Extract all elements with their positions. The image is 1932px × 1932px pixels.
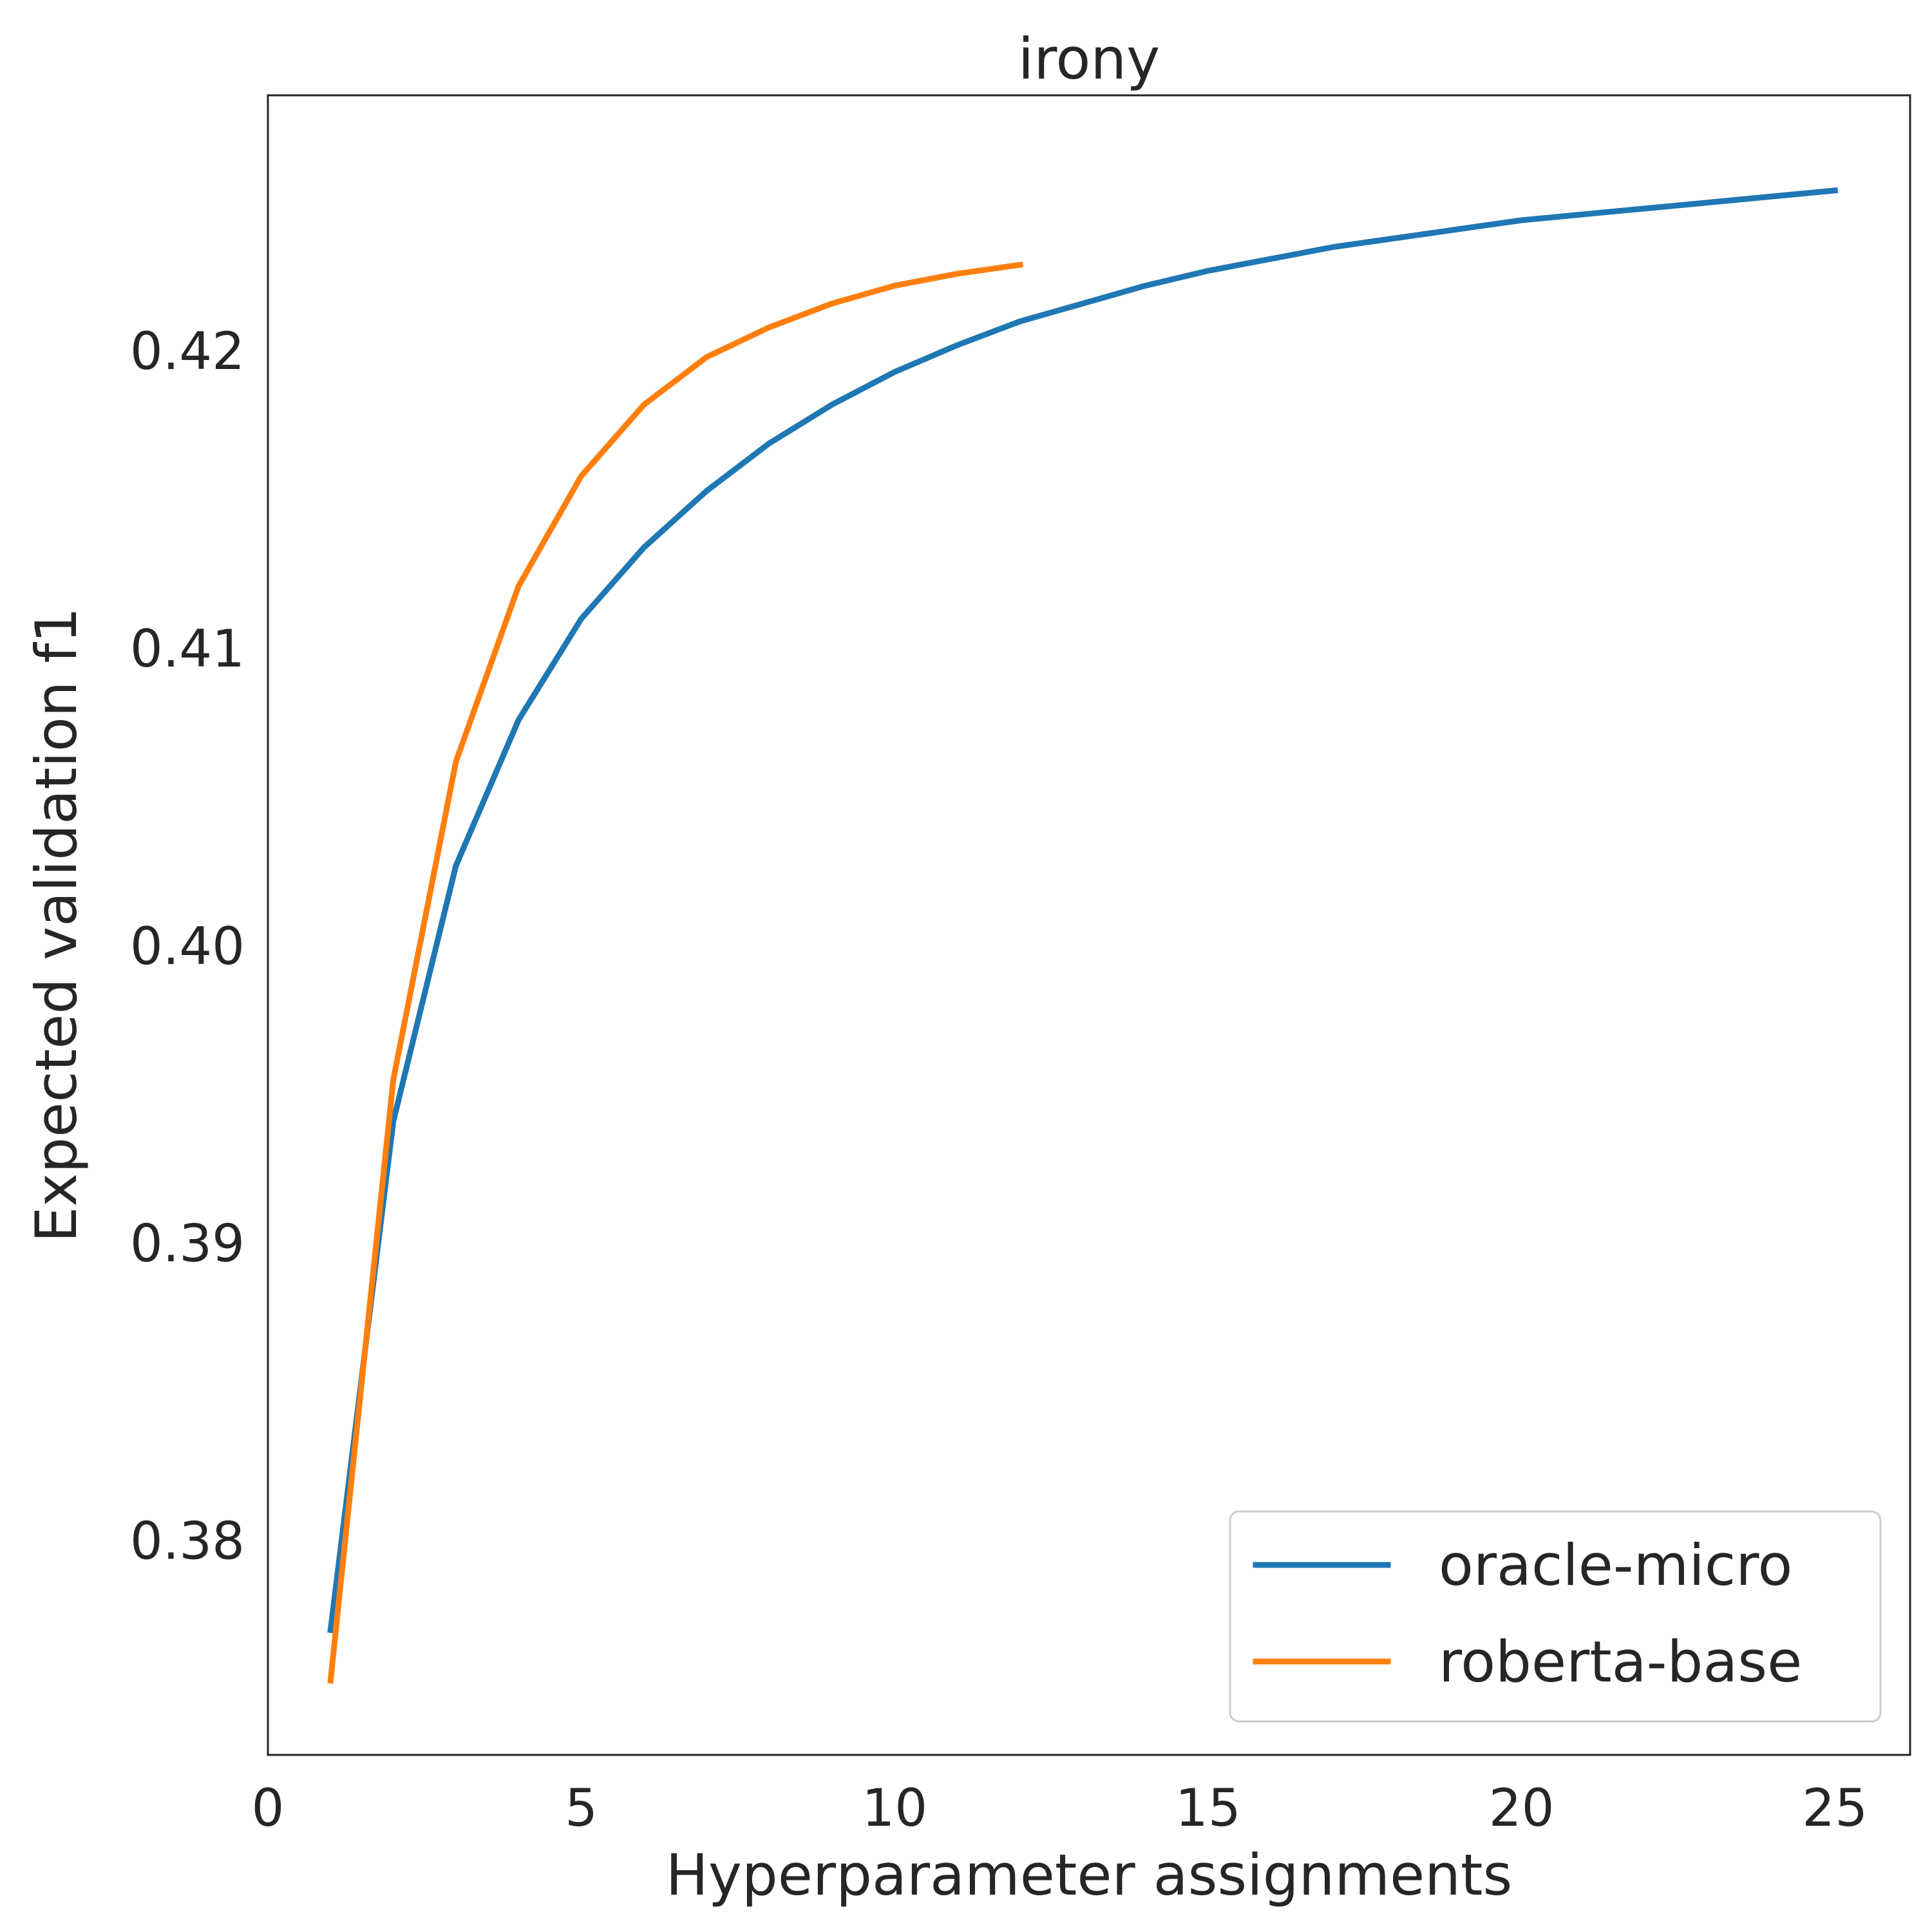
- x-axis: 0 5 10 15 20 25: [252, 1778, 1868, 1838]
- y-tick-label: 0.40: [130, 916, 245, 976]
- x-tick-label: 10: [862, 1778, 927, 1838]
- legend: oracle-micro roberta-base: [1229, 1510, 1882, 1723]
- x-tick-label: 25: [1802, 1778, 1868, 1838]
- series-line-roberta-base: [327, 261, 1023, 1684]
- x-tick-label: 15: [1175, 1778, 1241, 1838]
- x-tick-label: 0: [252, 1778, 285, 1838]
- legend-frame: [1229, 1510, 1882, 1723]
- legend-label-roberta-base: roberta-base: [1439, 1629, 1802, 1695]
- y-tick-label: 0.38: [130, 1511, 245, 1571]
- y-tick-label: 0.39: [130, 1214, 245, 1274]
- x-tick-label: 20: [1489, 1778, 1555, 1838]
- y-axis: 0.38 0.39 0.40 0.41 0.42: [130, 321, 245, 1571]
- series-line-oracle-micro: [327, 187, 1839, 1634]
- y-axis-label: Expected validation f1: [23, 607, 90, 1243]
- y-tick-label: 0.42: [130, 321, 245, 381]
- legend-label-oracle-micro: oracle-micro: [1439, 1532, 1792, 1598]
- y-tick-label: 0.41: [130, 619, 245, 679]
- chart-title: irony: [1018, 26, 1160, 92]
- x-tick-label: 5: [565, 1778, 598, 1838]
- x-axis-label: Hyperparameter assignments: [666, 1842, 1513, 1908]
- plot-frame: [267, 94, 1911, 1756]
- plot-area: [327, 187, 1839, 1684]
